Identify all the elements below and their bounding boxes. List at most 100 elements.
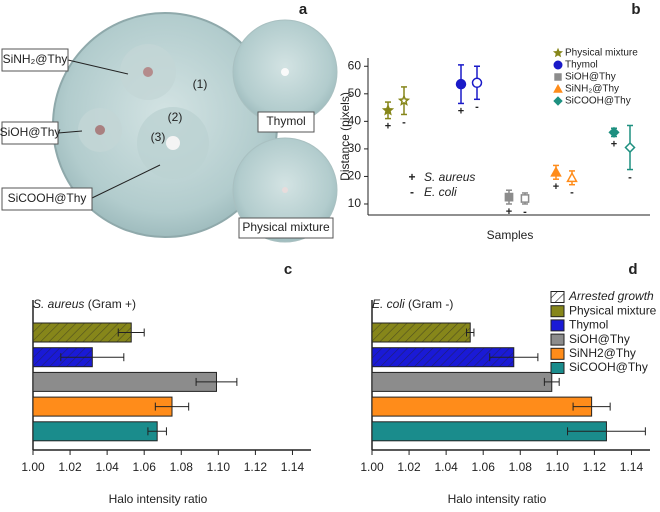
bar bbox=[32, 421, 158, 442]
panel-label: c bbox=[284, 261, 292, 278]
x-tick-label: 1.08 bbox=[170, 460, 194, 474]
strain-symbol: - bbox=[570, 187, 574, 199]
sample-label: SiOH@Thy bbox=[0, 125, 60, 139]
chart-title-italic: E. coli bbox=[372, 297, 405, 311]
x-axis-label: Samples bbox=[487, 228, 534, 242]
legend-label: SiOH@Thy bbox=[569, 332, 630, 346]
dish-label: Physical mixture bbox=[242, 220, 330, 234]
y-axis-label: Distance (pixels) bbox=[338, 92, 352, 181]
legend-swatch bbox=[550, 319, 565, 332]
data-point bbox=[471, 77, 483, 89]
x-tick-label: 1.14 bbox=[281, 460, 305, 474]
x-tick-label: 1.06 bbox=[133, 460, 157, 474]
legend-marker bbox=[554, 73, 562, 81]
legend-label: SiNH2@Thy bbox=[569, 346, 636, 360]
legend-label: Arrested growth bbox=[568, 289, 654, 303]
chart-title-rest: (Gram +) bbox=[88, 297, 136, 311]
x-tick-label: 1.06 bbox=[472, 460, 496, 474]
x-tick-label: 1.04 bbox=[95, 460, 119, 474]
x-tick-label: 1.00 bbox=[360, 460, 384, 474]
legend-label: SiCOOH@Thy bbox=[565, 96, 631, 107]
data-point bbox=[397, 94, 411, 106]
strain-symbol: + bbox=[385, 121, 391, 133]
legend-marker bbox=[553, 60, 563, 70]
zone-label: (1) bbox=[193, 77, 208, 91]
data-point bbox=[504, 192, 514, 202]
x-tick-label: 1.02 bbox=[397, 460, 421, 474]
x-tick-label: 1.00 bbox=[21, 460, 45, 474]
y-tick-label: 10 bbox=[348, 196, 362, 210]
photo bbox=[0, 0, 345, 250]
x-axis-label: Halo intensity ratio bbox=[448, 492, 547, 506]
data-point bbox=[550, 166, 562, 177]
strain-legend-symbol: + bbox=[408, 170, 415, 184]
legend-label: Thymol bbox=[565, 60, 598, 71]
data-point bbox=[566, 171, 578, 183]
data-point bbox=[520, 194, 530, 203]
legend-label: SiOH@Thy bbox=[565, 72, 616, 83]
legend-label: Physical mixture bbox=[565, 48, 638, 59]
strain-legend-label: S. aureus bbox=[424, 170, 475, 184]
chart-title: E. coli (Gram -) bbox=[372, 297, 453, 311]
x-tick-label: 1.12 bbox=[583, 460, 607, 474]
legend-label: SiNH₂@Thy bbox=[565, 84, 619, 95]
chart-title-rest: (Gram -) bbox=[408, 297, 453, 311]
strain-symbol: - bbox=[628, 171, 632, 183]
strain-symbol: - bbox=[523, 206, 527, 218]
x-tick-label: 1.02 bbox=[58, 460, 82, 474]
dish-label: Thymol bbox=[266, 114, 305, 128]
strain-symbol: + bbox=[506, 206, 512, 218]
zone-label: (2) bbox=[168, 110, 183, 124]
x-tick-label: 1.04 bbox=[434, 460, 458, 474]
chart-title: S. aureus (Gram +) bbox=[33, 297, 136, 311]
legend-swatch bbox=[550, 333, 565, 346]
legend-label: Thymol bbox=[569, 318, 608, 332]
panel-label: a bbox=[299, 1, 308, 18]
zone-label: (3) bbox=[151, 130, 166, 144]
bar bbox=[32, 371, 217, 392]
legend-marker bbox=[553, 83, 563, 93]
y-tick-label: 60 bbox=[348, 58, 362, 72]
data-point bbox=[608, 126, 620, 138]
legend-swatch bbox=[550, 362, 565, 374]
x-tick-label: 1.10 bbox=[546, 460, 570, 474]
y-tick-label: 30 bbox=[348, 141, 362, 155]
legend-marker bbox=[553, 96, 563, 106]
legend-swatch bbox=[550, 305, 565, 318]
legend-swatch bbox=[550, 347, 565, 360]
x-tick-label: 1.14 bbox=[620, 460, 644, 474]
strain-symbol: - bbox=[475, 101, 479, 113]
bar bbox=[371, 371, 553, 392]
bar bbox=[371, 396, 593, 417]
strain-symbol: + bbox=[611, 138, 617, 150]
legend-label: Physical mixture bbox=[569, 303, 657, 317]
y-tick-label: 20 bbox=[348, 169, 362, 183]
data-point bbox=[381, 103, 395, 116]
legend-swatch bbox=[550, 291, 565, 303]
data-point bbox=[624, 141, 636, 154]
x-tick-label: 1.12 bbox=[244, 460, 268, 474]
legend-label: SiCOOH@Thy bbox=[569, 360, 648, 374]
y-tick-label: 50 bbox=[348, 86, 362, 100]
hatch bbox=[372, 347, 514, 367]
panel-label: d bbox=[628, 261, 637, 278]
chart-title-italic: S. aureus bbox=[33, 297, 84, 311]
sample-label: SiNH₂@Thy bbox=[3, 52, 68, 66]
strain-symbol: + bbox=[553, 181, 559, 193]
x-tick-label: 1.08 bbox=[509, 460, 533, 474]
x-axis-label: Halo intensity ratio bbox=[109, 492, 208, 506]
bar bbox=[32, 396, 173, 417]
x-tick-label: 1.10 bbox=[207, 460, 231, 474]
strain-legend-symbol: - bbox=[410, 185, 414, 199]
strain-symbol: + bbox=[458, 105, 464, 117]
data-point bbox=[455, 78, 467, 90]
legend-marker bbox=[552, 47, 564, 58]
panel-label: b bbox=[631, 1, 640, 18]
strain-symbol: - bbox=[402, 116, 406, 128]
hatch bbox=[372, 323, 471, 342]
strain-legend-label: E. coli bbox=[424, 185, 457, 199]
y-tick-label: 40 bbox=[348, 114, 362, 128]
sample-label: SiCOOH@Thy bbox=[8, 191, 87, 205]
hatch bbox=[33, 323, 132, 342]
